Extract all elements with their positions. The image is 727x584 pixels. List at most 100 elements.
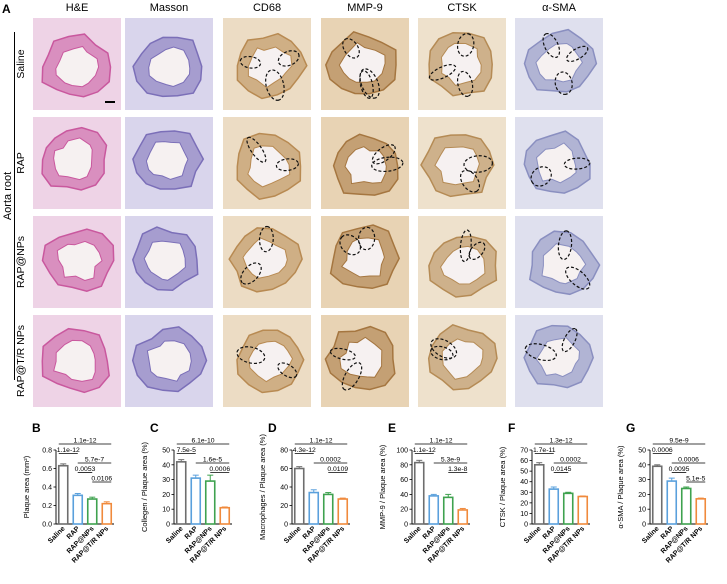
tile-2-3 — [321, 216, 409, 308]
tile-0-5 — [515, 18, 603, 110]
bar-3 — [219, 506, 231, 525]
tile-2-0 — [33, 216, 121, 308]
bar-3 — [577, 495, 589, 525]
y-tick-label: 0 — [284, 522, 288, 529]
p-value-label: 0.0106 — [91, 476, 112, 483]
column-header-3: MMP-9 — [347, 2, 383, 14]
y-tick-label: 70 — [520, 448, 528, 455]
tile-0-1 — [125, 18, 213, 110]
p-value-label: 1.1e-12 — [57, 447, 80, 454]
p-value-label: 0.0145 — [551, 466, 572, 473]
y-tick-label: 40 — [520, 479, 528, 486]
chart-letter: C — [150, 421, 159, 435]
p-value-label: 0.0002 — [320, 457, 341, 464]
chart-f: F CTSK / Plaque area (%) 0 10 20 30 40 50 60 70 Sa… — [486, 420, 590, 582]
p-value-label: 0.0002 — [560, 457, 581, 464]
y-tick-label: 10 — [638, 507, 646, 514]
bar-1 — [190, 477, 202, 525]
tile-1-4 — [418, 117, 506, 209]
tile-3-3 — [321, 315, 409, 407]
column-header-0: H&E — [65, 2, 89, 14]
y-axis-label: Macrophages / Plaque area (%) — [258, 434, 267, 540]
tile-2-5 — [515, 216, 603, 308]
y-tick-label: 60 — [400, 477, 408, 484]
y-tick-label: 40 — [280, 485, 288, 492]
y-axis-label: CTSK / Plaque area (%) — [498, 446, 507, 527]
y-tick-label: 0.4 — [42, 485, 52, 492]
bar-0 — [57, 464, 69, 525]
p-value-label: 1.3e-12 — [549, 438, 572, 445]
bar-0 — [413, 461, 425, 525]
row-label-2: RAP@NPs — [15, 235, 27, 289]
p-value-label: 1.1e-12 — [73, 438, 96, 445]
p-value-label: 9.5e-9 — [669, 438, 688, 445]
bar-0 — [651, 465, 663, 525]
bar-1 — [666, 480, 678, 525]
y-tick-label: 30 — [520, 490, 528, 497]
p-value-label: 0.0006 — [678, 457, 699, 464]
chart-b: B Plaque area (mm²) 0.0 0.2 0.4 0.6 0.8 Saline R… — [10, 420, 114, 582]
column-header-5: α-SMA — [542, 2, 576, 14]
p-value-label: 1.1e-12 — [429, 438, 452, 445]
column-header-2: CD68 — [252, 2, 282, 14]
bar-1 — [428, 495, 440, 525]
y-tick-label: 30 — [638, 477, 646, 484]
p-value-label: 0.0006 — [209, 466, 230, 473]
y-tick-label: 40 — [162, 462, 170, 469]
bar-0 — [293, 467, 305, 525]
y-tick-label: 10 — [162, 507, 170, 514]
y-tick-label: 20 — [400, 507, 408, 514]
tile-0-4 — [418, 18, 506, 110]
y-tick-label: 50 — [638, 448, 646, 455]
p-value-label: 7.5e-5 — [177, 447, 196, 454]
tile-3-1 — [125, 315, 213, 407]
y-tick-label: 20 — [638, 492, 646, 499]
bar-2 — [442, 496, 454, 525]
bar-2 — [322, 493, 334, 525]
tile-2-4 — [418, 216, 506, 308]
chart-letter: G — [626, 421, 635, 435]
bar-1 — [308, 491, 320, 525]
tile-1-3 — [321, 117, 409, 209]
y-tick-label: 20 — [162, 492, 170, 499]
chart-letter: D — [268, 421, 277, 435]
p-value-label: 5.1e-5 — [686, 476, 705, 483]
y-axis-label: α-SMA / Plaque area (%) — [616, 445, 625, 529]
p-value-label: 0.0095 — [669, 466, 690, 473]
row-label-3: RAP@T/R NPs — [15, 325, 27, 397]
p-value-label: 1.7e-11 — [533, 447, 556, 454]
p-value-label: 5.7e-7 — [85, 457, 104, 464]
p-value-label: 1.6e-5 — [203, 457, 222, 464]
y-tick-label: 0.8 — [42, 448, 52, 455]
y-tick-label: 50 — [520, 469, 528, 476]
bar-3 — [457, 509, 469, 525]
p-value-label: 0.0109 — [327, 466, 348, 473]
tile-0-2 — [223, 18, 311, 110]
y-tick-label: 60 — [520, 458, 528, 465]
y-tick-label: 100 — [396, 448, 408, 455]
p-value-label: 1.1e-12 — [413, 447, 436, 454]
y-tick-label: 40 — [638, 462, 646, 469]
p-value-label: 4.3e-12 — [293, 447, 316, 454]
y-tick-label: 0 — [166, 522, 170, 529]
bar-0 — [175, 461, 187, 525]
p-value-label: 5.3e-9 — [441, 457, 460, 464]
tile-3-2 — [223, 315, 311, 407]
y-tick-label: 0 — [642, 522, 646, 529]
p-value-label: 6.1e-10 — [191, 438, 214, 445]
chart-d: D Macrophages / Plaque area (%) 0 20 40 60 80 S… — [246, 420, 350, 582]
y-axis-label: Plaque area (mm²) — [22, 455, 31, 518]
y-tick-label: 0 — [524, 522, 528, 529]
y-tick-label: 0 — [404, 522, 408, 529]
y-tick-label: 20 — [280, 503, 288, 510]
y-tick-label: 60 — [280, 466, 288, 473]
chart-c: C Collegen / Plaque area (%) 0 10 20 30 40 50 Sa… — [128, 420, 232, 582]
bar-1 — [72, 494, 84, 525]
tile-2-2 — [223, 216, 311, 308]
y-tick-label: 10 — [520, 511, 528, 518]
bar-3 — [101, 502, 113, 525]
y-tick-label: 50 — [162, 448, 170, 455]
p-value-label: 0.0053 — [75, 466, 96, 473]
p-value-label: 1.1e-12 — [309, 438, 332, 445]
y-tick-label: 0.2 — [42, 503, 52, 510]
